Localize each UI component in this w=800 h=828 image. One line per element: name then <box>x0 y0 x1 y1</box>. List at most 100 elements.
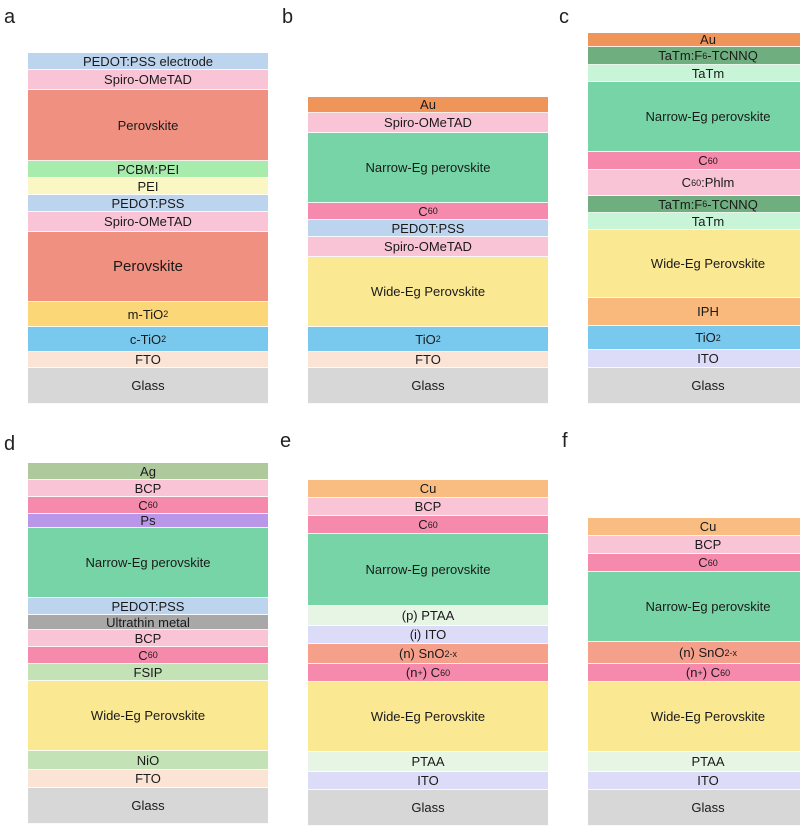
layer-4: (n) SnO 2-x <box>588 642 800 664</box>
layer-0: Au <box>308 97 548 113</box>
layer-label: Wide-Eg Perovskite <box>90 708 206 723</box>
layer-5: (n +) C 60 <box>588 664 800 682</box>
layer-0: Cu <box>588 518 800 536</box>
layer-0: Cu <box>308 480 548 498</box>
layer-11: Glass <box>308 790 548 826</box>
layer-label: Spiro-OMeTAD <box>384 115 472 130</box>
layer-label: TaTm:F <box>658 48 703 63</box>
layer-10: TiO 2 <box>588 326 800 350</box>
layer-0: PEDOT:PSS electrode <box>28 53 268 70</box>
layer-2: Perovskite <box>28 90 268 161</box>
layer-12: FTO <box>28 770 268 788</box>
layer-2: Narrow-Eg perovskite <box>308 133 548 203</box>
layer-label: TiO <box>695 330 716 345</box>
layer-9: c-TiO 2 <box>28 327 268 352</box>
layer-2: C 60 <box>28 497 268 514</box>
layer-stack: Cu BCP C 60 Narrow-Eg perovskite (n) SnO 2-x (n… <box>588 518 800 826</box>
layer-label: Glass <box>131 798 165 813</box>
layer-11: Glass <box>28 368 268 404</box>
layer-0: Ag <box>28 463 268 480</box>
layer-3: Narrow-Eg perovskite <box>588 82 800 152</box>
layer-8: FTO <box>308 352 548 368</box>
layer-8: Wide-Eg Perovskite <box>308 682 548 752</box>
layer-stack: Ag BCP C 60 Ps Narrow-Eg perovskite PEDOT:PSS U… <box>28 463 268 824</box>
layer-label: PEI <box>137 178 159 194</box>
layer-label: Perovskite <box>117 117 179 133</box>
layer-label: Cu <box>699 519 717 534</box>
panel-label: e <box>280 430 292 452</box>
layer-10: ITO <box>308 772 548 790</box>
layer-label: PTAA <box>411 754 445 769</box>
layer-6: Wide-Eg Perovskite <box>588 682 800 752</box>
layer-label: Narrow-Eg perovskite <box>85 555 211 570</box>
layer-label: (p) PTAA <box>401 608 455 623</box>
layer-1: Spiro-OMeTAD <box>308 113 548 133</box>
layer-label: (n <box>685 665 698 680</box>
layer-label: C <box>418 203 428 219</box>
layer-1: TaTm:F 6 -TCNNQ <box>588 47 800 65</box>
layer-8: C 60 <box>28 647 268 664</box>
layer-label: PCBM:PEI <box>116 161 180 177</box>
layer-label: BCP <box>414 499 442 514</box>
layer-label: Narrow-Eg perovskite <box>645 599 771 614</box>
layer-8: ITO <box>588 772 800 790</box>
layer-label: FTO <box>135 352 161 367</box>
layer-label: IPH <box>697 304 719 319</box>
layer-label: C <box>698 555 708 570</box>
layer-7: Perovskite <box>28 232 268 302</box>
layer-label: Wide-Eg Perovskite <box>370 709 486 724</box>
panel-label: c <box>559 6 569 28</box>
layer-6: Spiro-OMeTAD <box>28 212 268 232</box>
layer-label: TaTm:F <box>658 196 703 212</box>
layer-label: PEDOT:PSS <box>111 195 185 211</box>
layer-10: FTO <box>28 352 268 368</box>
layer-8: Wide-Eg Perovskite <box>588 230 800 298</box>
layer-label: PEDOT:PSS <box>111 598 185 614</box>
layer-label: Ag <box>140 463 156 479</box>
panel-label: a <box>4 6 16 28</box>
layer-label: BCP <box>134 480 162 496</box>
layer-label: BCP <box>694 537 722 552</box>
layer-11: NiO <box>28 751 268 770</box>
layer-4: PEDOT:PSS <box>308 220 548 237</box>
layer-label: (n) SnO <box>678 645 725 660</box>
layer-1: Spiro-OMeTAD <box>28 70 268 90</box>
layer-11: ITO <box>588 350 800 368</box>
layer-label-tail: ) C <box>702 665 721 680</box>
layer-label: FTO <box>135 771 161 786</box>
layer-label: Narrow-Eg perovskite <box>365 160 491 175</box>
layer-4: Narrow-Eg perovskite <box>28 528 268 598</box>
layer-label: Narrow-Eg perovskite <box>645 109 771 124</box>
layer-7: TaTm <box>588 213 800 230</box>
layer-stack: Au TaTm:F 6 -TCNNQ TaTm Narrow-Eg perovskite C… <box>588 32 800 404</box>
layer-6: TaTm:F 6 -TCNNQ <box>588 196 800 213</box>
layer-label: Au <box>420 97 436 112</box>
layer-label: TiO <box>415 331 436 347</box>
layer-8: m-TiO 2 <box>28 302 268 327</box>
layer-5: PEDOT:PSS <box>28 598 268 615</box>
layer-label: m-TiO <box>127 306 164 322</box>
layer-label: Ultrathin metal <box>106 614 190 630</box>
layer-stack: Cu BCP C 60 Narrow-Eg perovskite (p) PTAA (i) … <box>308 480 548 826</box>
layer-label-tail: :Phlm <box>701 175 735 190</box>
layer-5: C 60:Phlm <box>588 170 800 196</box>
layer-label: C <box>681 175 692 190</box>
layer-label: (n <box>405 665 418 680</box>
layer-label: TaTm <box>691 213 725 229</box>
layer-7: PTAA <box>588 752 800 772</box>
layer-9: IPH <box>588 298 800 326</box>
layer-stack: PEDOT:PSS electrode Spiro-OMeTAD Perovskit… <box>28 53 268 404</box>
layer-label: PTAA <box>691 754 725 769</box>
layer-label: ITO <box>697 773 719 788</box>
layer-label: Glass <box>691 378 725 393</box>
layer-label: Glass <box>411 378 445 393</box>
layer-10: Wide-Eg Perovskite <box>28 681 268 751</box>
layer-5: PEDOT:PSS <box>28 195 268 212</box>
layer-4: PEI <box>28 178 268 195</box>
layer-label: FTO <box>415 352 441 367</box>
layer-label-tail: ) C <box>422 665 441 680</box>
layer-6: (n) SnO 2-x <box>308 644 548 664</box>
layer-label: (i) ITO <box>409 627 447 642</box>
layer-label: C <box>138 647 148 663</box>
layer-7: TiO 2 <box>308 327 548 352</box>
